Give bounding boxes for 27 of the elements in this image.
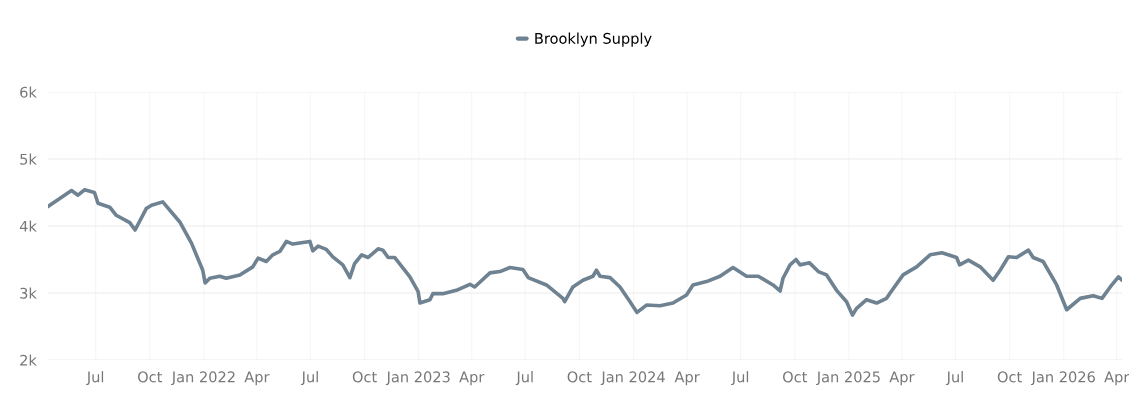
x-tick-label: Oct — [997, 371, 1022, 383]
x-tick-label: Apr — [674, 371, 700, 386]
x-tick-label: Jan 2024 — [600, 371, 665, 386]
x-tick-label: Jul — [731, 371, 749, 386]
x-tick-label: Jan 2022 — [171, 371, 235, 386]
x-tick-label: Apr — [244, 371, 270, 386]
y-tick-label: 4k — [19, 220, 37, 232]
y-tick-label: 3k — [20, 287, 37, 299]
x-tick-label: Jan 2025 — [816, 371, 880, 386]
x-tick-label: Jul — [945, 371, 963, 386]
y-tick-label: 6k — [20, 86, 37, 98]
x-tick-label: Oct — [352, 371, 377, 383]
legend-label: Brooklyn Supply — [535, 32, 652, 47]
x-tick-label: Oct — [567, 371, 592, 383]
x-tick-label: Jul — [515, 371, 533, 386]
x-tick-label: Jan 2023 — [385, 371, 450, 386]
x-tick-label: Apr — [1104, 371, 1129, 386]
x-tick-label: Oct — [783, 371, 808, 383]
line-series — [47, 188, 1122, 317]
x-tick-label: Apr — [889, 371, 915, 386]
x-tick-label: Jul — [300, 371, 318, 386]
x-tick-label: Apr — [459, 371, 485, 386]
y-tick-label: 2k — [20, 354, 37, 366]
y-tick-label: 5k — [20, 153, 37, 165]
x-tick-label: Jan 2026 — [1030, 371, 1095, 386]
x-tick-label: Oct — [138, 371, 163, 383]
x-tick-label: Jul — [86, 371, 104, 386]
